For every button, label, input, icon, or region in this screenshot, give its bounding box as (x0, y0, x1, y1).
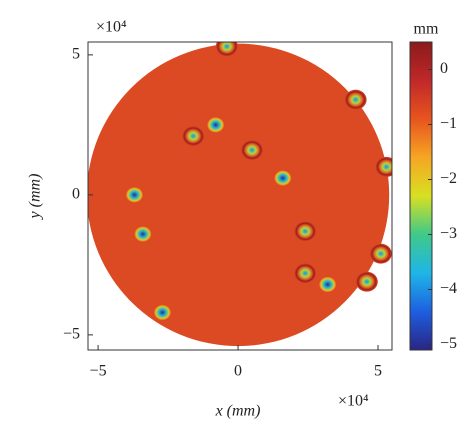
colorbar-tick-label: −2 (440, 170, 457, 187)
defect-spot (204, 114, 227, 135)
plot-frame (87, 41, 393, 351)
defect-spot (344, 89, 367, 110)
x-axis-label: x (mm) (215, 403, 261, 420)
plot-area (88, 42, 392, 347)
defect-spot (271, 168, 294, 189)
x-tick-label: 0 (234, 363, 242, 380)
defect-spot (316, 274, 339, 295)
x-offset-label: ×10⁴ (338, 393, 369, 410)
defect-spot (241, 140, 264, 161)
colorbar-label: mm (414, 21, 439, 38)
defect-spot (294, 263, 317, 284)
colorbar-tick-label: −3 (440, 225, 457, 242)
colorbar-tick-label: −4 (440, 280, 457, 297)
defect-spot (131, 224, 154, 245)
colorbar-tick-label: 0 (440, 60, 448, 77)
colorbar-tick-label: −5 (440, 335, 457, 352)
colorbar-tick-label: −1 (440, 115, 457, 132)
y-tick-label: −5 (63, 326, 80, 343)
defect-spot (123, 184, 146, 205)
x-tick-label: −5 (90, 363, 107, 380)
y-offset-label: ×10⁴ (96, 19, 127, 36)
defect-spot (375, 156, 392, 177)
defect-spot (215, 42, 238, 57)
defect-spot (369, 243, 392, 264)
x-tick-label: 5 (374, 363, 382, 380)
defect-spot (151, 302, 174, 323)
y-tick-label: 5 (72, 46, 80, 63)
defect-spot (355, 271, 378, 292)
y-tick-label: 0 (72, 186, 80, 203)
colorbar (409, 41, 433, 351)
defect-spot (182, 126, 205, 147)
y-axis-label: y (mm) (27, 174, 44, 221)
defect-spot (294, 221, 317, 242)
